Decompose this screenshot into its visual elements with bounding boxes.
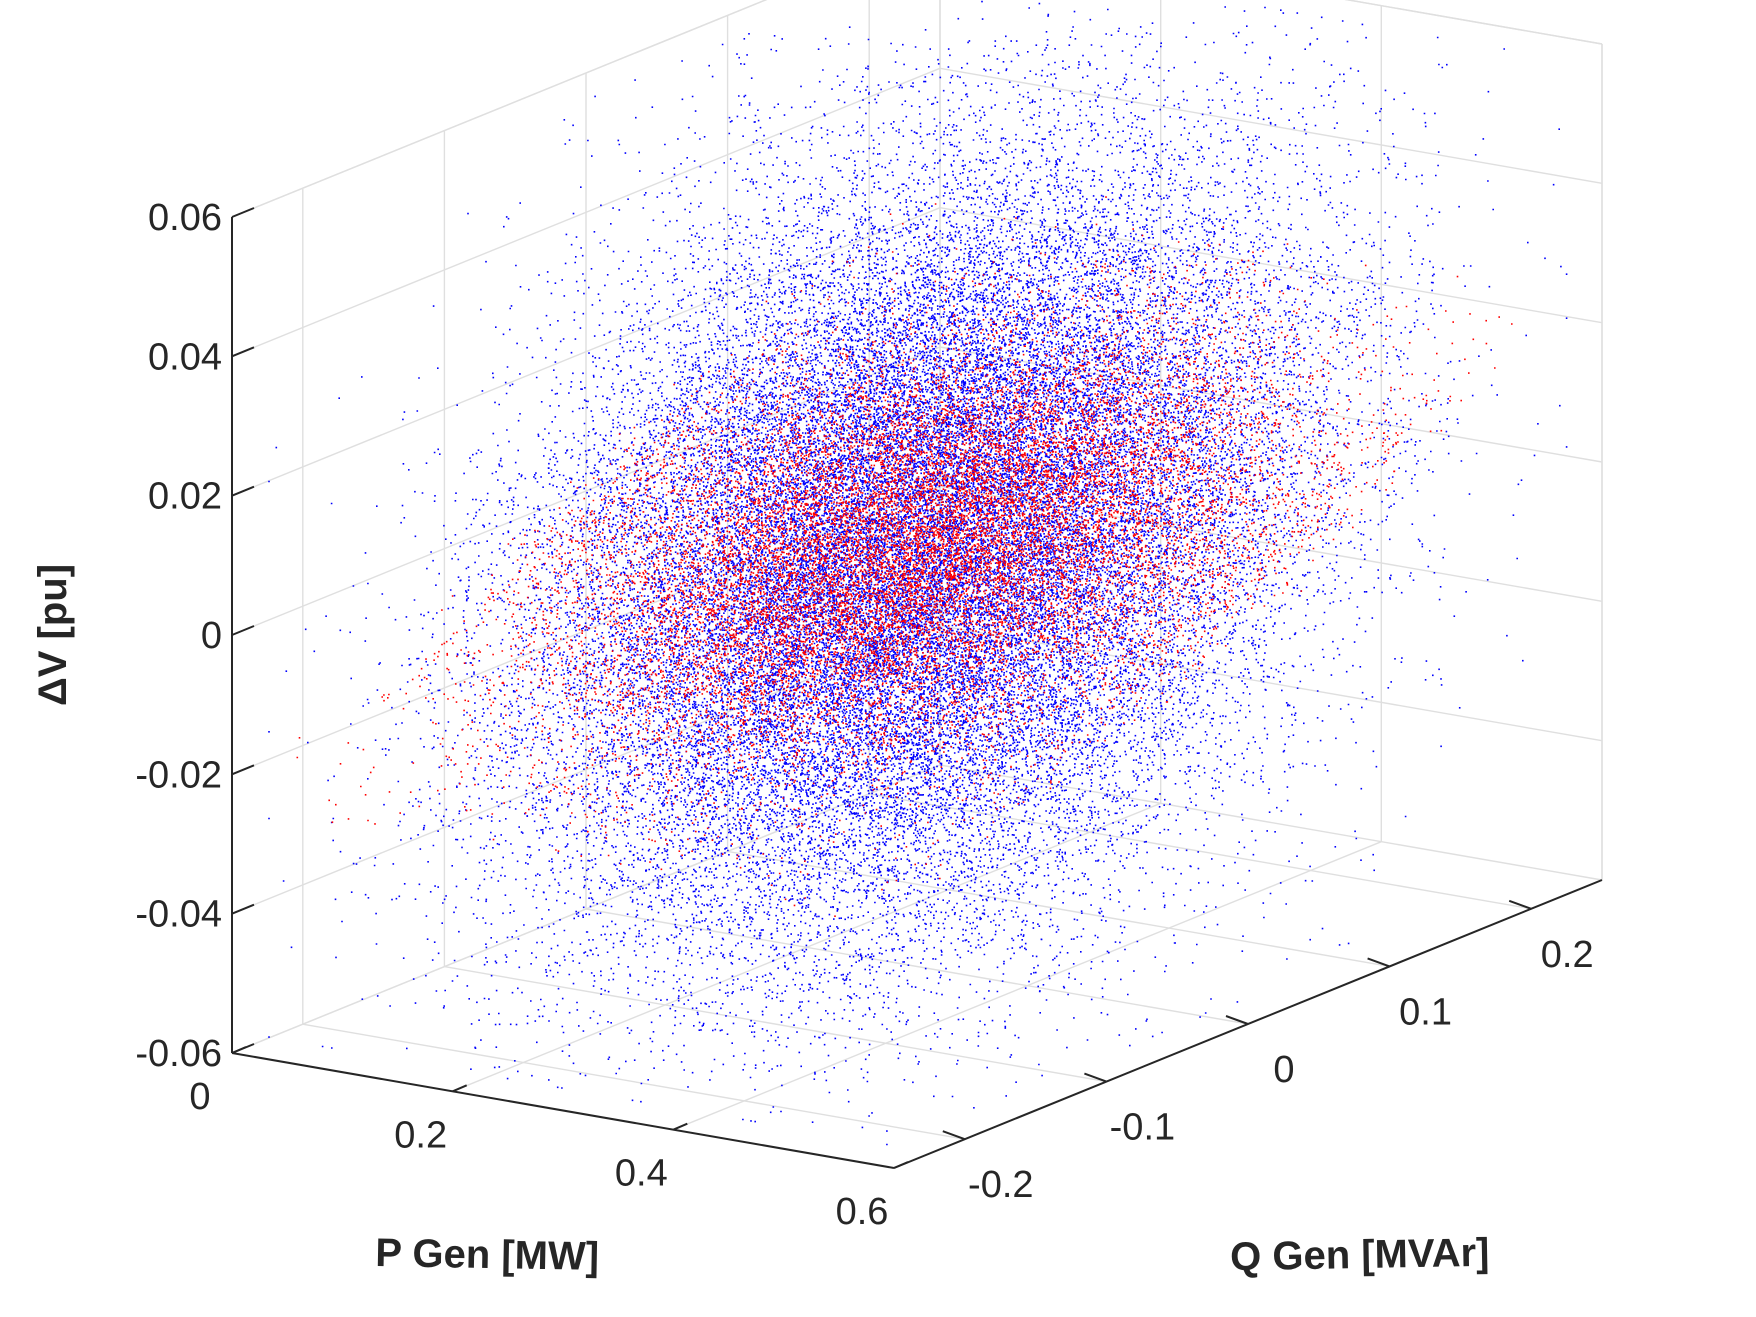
x-axis-line xyxy=(231,1052,895,1169)
z-tick-mark xyxy=(231,625,255,636)
grid-line-wall-z xyxy=(939,764,1603,881)
grid-layer xyxy=(231,0,1603,1169)
y-tick-mark xyxy=(942,1130,966,1141)
z-tick-mark xyxy=(231,903,255,915)
x-tick-mark xyxy=(231,1046,247,1054)
grid-line-wall-z xyxy=(231,764,941,1054)
y-tick-label: 0 xyxy=(1273,1049,1294,1091)
z-tick-mark xyxy=(231,346,255,358)
tick-labels: -0.06 -0.04 -0.02 0 0.02 0.04 0.06 0 0.2 0.4 0.6 -0… xyxy=(135,197,1593,1233)
y-tick-mark xyxy=(1508,899,1532,910)
x-tick-mark xyxy=(672,1122,688,1131)
grid-line-floor-y xyxy=(444,965,1107,1083)
x-tick-label: 0.4 xyxy=(615,1153,668,1195)
grid-line-wall-z xyxy=(939,67,1603,184)
z-tick-label: -0.04 xyxy=(135,894,222,936)
x-tick-mark xyxy=(893,1161,909,1169)
z-tick-label: -0.06 xyxy=(135,1033,222,1075)
grid-line-wall-z xyxy=(939,207,1603,324)
y-tick-mark xyxy=(1367,957,1390,968)
z-tick-label: 0 xyxy=(201,615,222,657)
z-tick-label: -0.02 xyxy=(135,754,222,796)
y-tick-mark xyxy=(1225,1015,1249,1025)
grid-line-wall-z xyxy=(231,207,941,497)
axes-layer xyxy=(231,207,1603,1169)
y-tick-label: 0.1 xyxy=(1399,991,1452,1033)
y-tick-mark xyxy=(1084,1072,1107,1083)
grid-line-wall-z xyxy=(939,485,1603,602)
y-tick-label: 0.2 xyxy=(1541,934,1594,976)
z-tick-label: 0.06 xyxy=(148,197,222,239)
x-tick-mark xyxy=(452,1084,468,1093)
z-tick-label: 0.02 xyxy=(148,476,222,518)
box-edge xyxy=(1344,0,1603,45)
grid-line-floor-y xyxy=(585,908,1249,1025)
grid-line-floor-y xyxy=(727,850,1390,968)
x-tick-label: 0.6 xyxy=(836,1191,889,1233)
z-tick-mark xyxy=(231,485,255,497)
y-axis-label: Q Gen [MVAr] xyxy=(1230,1231,1490,1280)
y-tick-label: -0.1 xyxy=(1110,1107,1175,1149)
data-points xyxy=(296,196,1513,917)
z-tick-mark xyxy=(231,207,255,218)
grid-line-floor-y xyxy=(302,1023,965,1140)
x-tick-label: 0.2 xyxy=(394,1114,447,1156)
grid-line-wall-z xyxy=(939,625,1603,742)
z-tick-mark xyxy=(231,764,255,776)
grid-line-floor-y xyxy=(869,793,1532,910)
z-axis-label: ΔV [pu] xyxy=(31,564,75,706)
grid-line-wall-z xyxy=(231,625,941,915)
grid-line-wall-z xyxy=(231,67,941,357)
x-axis-label: P Gen [MW] xyxy=(375,1231,599,1279)
x-tick-label: 0 xyxy=(189,1076,210,1118)
series-red-points xyxy=(296,196,1513,917)
y-tick-label: -0.2 xyxy=(968,1164,1033,1206)
data-layer xyxy=(268,0,1568,1146)
z-tick-label: 0.04 xyxy=(148,336,222,378)
box-edge xyxy=(231,0,768,218)
